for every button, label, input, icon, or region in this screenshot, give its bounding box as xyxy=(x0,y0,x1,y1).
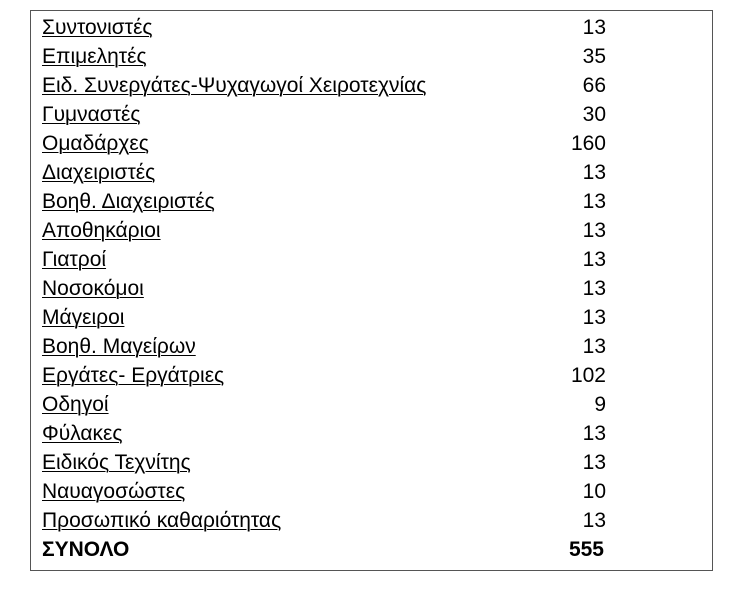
row-label: Αποθηκάριοι xyxy=(42,219,161,242)
row-value: 13 xyxy=(582,451,606,474)
row-label: Φύλακες xyxy=(42,422,123,445)
row-label: Επιμελητές xyxy=(42,45,147,68)
row-label: Ειδικός Τεχνίτης xyxy=(42,451,191,474)
row-value: 102 xyxy=(570,364,606,387)
row-value: 13 xyxy=(582,248,606,271)
total-value: 555 xyxy=(568,538,604,561)
table-row: Φύλακες 13 xyxy=(31,419,712,448)
row-value: 13 xyxy=(582,277,606,300)
row-value: 13 xyxy=(582,219,606,242)
row-label: Μάγειροι xyxy=(42,306,125,329)
table-row: Γιατροί 13 xyxy=(31,245,712,274)
row-label: Προσωπικό καθαριότητας xyxy=(42,509,282,532)
table-row: Διαχειριστές 13 xyxy=(31,158,712,187)
row-label: Βοηθ. Μαγείρων xyxy=(42,335,196,358)
row-label: Ομαδάρχες xyxy=(42,132,149,155)
table-row: Γυμναστές 30 xyxy=(31,100,712,129)
table-row: Επιμελητές 35 xyxy=(31,42,712,71)
row-value: 160 xyxy=(570,132,606,155)
row-label: Νοσοκόμοι xyxy=(42,277,144,300)
table-row: Προσωπικό καθαριότητας 13 xyxy=(31,506,712,535)
row-value: 13 xyxy=(582,422,606,445)
row-value: 30 xyxy=(582,103,606,126)
table-row: Βοηθ. Μαγείρων 13 xyxy=(31,332,712,361)
table-row: Εργάτες- Εργάτριες 102 xyxy=(31,361,712,390)
table-row: Νοσοκόμοι 13 xyxy=(31,274,712,303)
total-row: ΣΥΝΟΛΟ 555 xyxy=(31,535,712,564)
row-label: Οδηγοί xyxy=(42,393,109,416)
total-label: ΣΥΝΟΛΟ xyxy=(42,538,130,561)
table-row: Συντονιστές 13 xyxy=(31,13,712,42)
table-row: Μάγειροι 13 xyxy=(31,303,712,332)
row-value: 13 xyxy=(582,335,606,358)
row-label: Βοηθ. Διαχειριστές xyxy=(42,190,215,213)
row-label: Διαχειριστές xyxy=(42,161,156,184)
row-value: 13 xyxy=(582,190,606,213)
table-row: Αποθηκάριοι 13 xyxy=(31,216,712,245)
row-label: Γυμναστές xyxy=(42,103,141,126)
row-label: Συντονιστές xyxy=(42,16,153,39)
row-value: 66 xyxy=(582,74,606,97)
row-value: 13 xyxy=(582,16,606,39)
row-value: 13 xyxy=(582,509,606,532)
table: Συντονιστές 13 Επιμελητές 35 Ειδ. Συνεργάτες… xyxy=(30,10,713,571)
row-value: 13 xyxy=(582,306,606,329)
row-label: Ναυαγοσώστες xyxy=(42,480,186,503)
row-label: Εργάτες- Εργάτριες xyxy=(42,364,225,387)
row-label: Ειδ. Συνεργάτες-Ψυχαγωγοί Χειροτεχνίας xyxy=(42,74,427,97)
row-value: 35 xyxy=(582,45,606,68)
table-row: Ειδ. Συνεργάτες-Ψυχαγωγοί Χειροτεχνίας 66 xyxy=(31,71,712,100)
row-value: 10 xyxy=(582,480,606,503)
row-value: 13 xyxy=(582,161,606,184)
table-row: Ομαδάρχες 160 xyxy=(31,129,712,158)
row-value: 9 xyxy=(594,393,606,416)
table-row: Βοηθ. Διαχειριστές 13 xyxy=(31,187,712,216)
row-label: Γιατροί xyxy=(42,248,107,271)
table-row: Οδηγοί 9 xyxy=(31,390,712,419)
table-row: Ναυαγοσώστες 10 xyxy=(31,477,712,506)
table-row: Ειδικός Τεχνίτης 13 xyxy=(31,448,712,477)
